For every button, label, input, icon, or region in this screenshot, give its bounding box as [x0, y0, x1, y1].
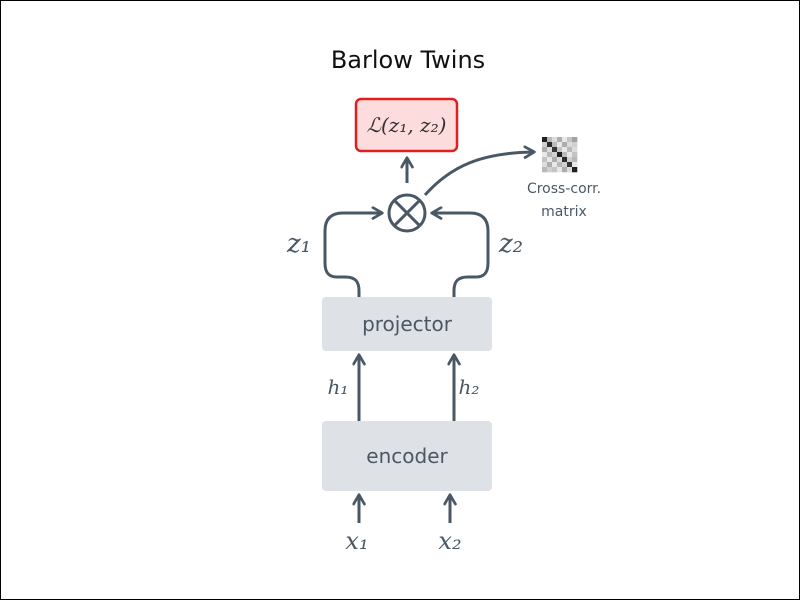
matrix-cell: [552, 142, 558, 148]
matrix-cell: [547, 147, 553, 153]
matrix-cell: [567, 152, 573, 158]
loss-label: ℒ(z₁, z₂): [367, 113, 447, 137]
matrix-cell: [557, 147, 563, 153]
matrix-cell: [547, 152, 553, 158]
arrow-to-matrix: [423, 145, 536, 197]
matrix-cell: [557, 137, 563, 143]
matrix-cell: [562, 162, 568, 168]
z1-arrow: [323, 206, 384, 297]
matrix-cell: [557, 142, 563, 148]
matrix-cell: [542, 147, 548, 153]
matrix-cell: [572, 157, 578, 163]
matrix-cell: [542, 152, 548, 158]
x1-label: x₁: [345, 527, 368, 555]
matrix-cell: [562, 157, 568, 163]
matrix-cell: [562, 142, 568, 148]
diagram-title: Barlow Twins: [331, 46, 485, 74]
matrix-cell: [572, 167, 578, 173]
matrix-cell: [547, 137, 553, 143]
matrix-caption-line2: matrix: [541, 204, 587, 220]
matrix-cell: [557, 157, 563, 163]
matrix-cell: [547, 167, 553, 173]
operator-cross-line-b: [393, 199, 421, 227]
matrix-caption-line1: Cross-corr.: [527, 181, 601, 197]
matrix-cell: [547, 162, 553, 168]
matrix-cell: [547, 142, 553, 148]
matrix-cell: [542, 157, 548, 163]
matrix-cell: [562, 167, 568, 173]
x2-label: x₂: [438, 527, 461, 555]
matrix-cell: [567, 137, 573, 143]
matrix-cell: [542, 137, 548, 143]
z2-arrow: [430, 206, 490, 297]
loss-node: ℒ(z₁, z₂): [354, 97, 459, 153]
matrix-cell: [562, 147, 568, 153]
encoder-box: [322, 421, 492, 491]
matrix-cell: [552, 152, 558, 158]
projector-label: projector: [362, 312, 453, 336]
matrix-cell: [567, 147, 573, 153]
matrix-cell: [552, 137, 558, 143]
matrix-cell: [557, 152, 563, 158]
matrix-cell: [562, 152, 568, 158]
matrix-cell: [552, 162, 558, 168]
matrix-cell: [547, 157, 553, 163]
matrix-cell: [557, 162, 563, 168]
matrix-cell: [567, 162, 573, 168]
projector-box: [322, 297, 492, 351]
matrix-cell: [557, 167, 563, 173]
matrix-cell: [572, 137, 578, 143]
matrix-cell: [567, 167, 573, 173]
encoder-block: encoder: [322, 421, 492, 491]
matrix-cell: [542, 167, 548, 173]
z1-label: z₁: [286, 229, 311, 259]
h1-label: h₁: [328, 375, 349, 399]
cross-correlation-operator: [387, 193, 427, 233]
matrix-cell: [562, 137, 568, 143]
h2-label: h₂: [459, 375, 480, 399]
loss-box: [354, 97, 459, 153]
cross-correlation-matrix: [542, 137, 578, 173]
matrix-cell: [567, 157, 573, 163]
matrix-cell: [552, 147, 558, 153]
projector-block: projector: [322, 297, 492, 351]
matrix-cell: [567, 142, 573, 148]
encoder-label: encoder: [366, 444, 448, 468]
matrix-cell: [542, 162, 548, 168]
matrix-cell: [552, 157, 558, 163]
matrix-cell: [572, 152, 578, 158]
matrix-cell: [572, 162, 578, 168]
matrix-cell: [552, 167, 558, 173]
matrix-cell: [542, 142, 548, 148]
matrix-cell: [572, 142, 578, 148]
matrix-cell: [572, 147, 578, 153]
z2-label: z₂: [498, 229, 523, 259]
